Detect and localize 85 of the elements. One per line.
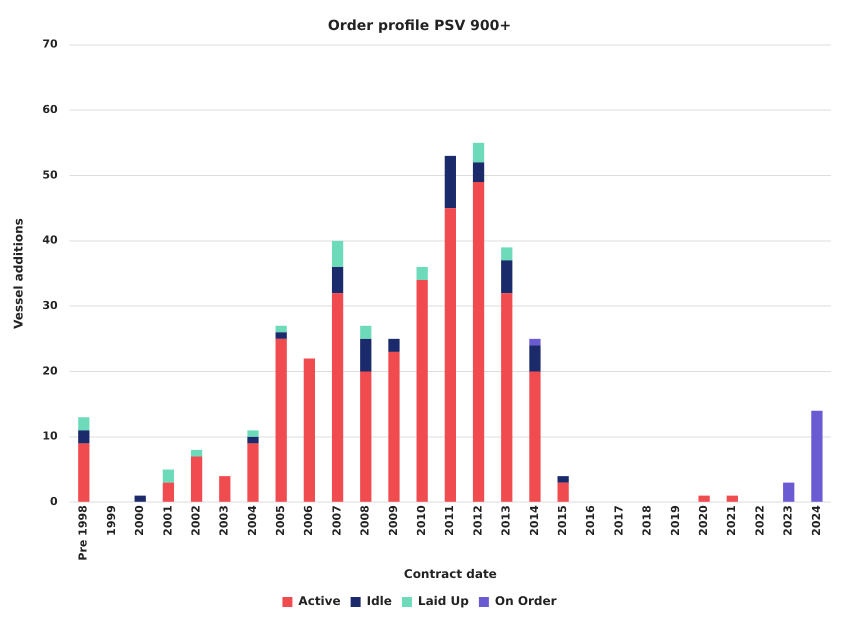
x-tick-label: Pre 1998: [76, 505, 90, 561]
legend-label: Laid Up: [418, 594, 470, 608]
bar: [190, 450, 202, 456]
legend-label: Idle: [366, 594, 392, 608]
bar: [529, 338, 541, 346]
bar: [219, 476, 230, 502]
bar: [162, 482, 174, 502]
bar: [78, 417, 90, 430]
bar: [529, 372, 541, 502]
bar: [472, 142, 484, 162]
legend-label: Active: [298, 594, 341, 608]
bar: [134, 496, 146, 502]
bar: [247, 430, 259, 437]
bar: [472, 162, 484, 182]
y-tick-label: 10: [42, 430, 58, 443]
y-tick-label: 0: [50, 495, 58, 508]
bar: [332, 240, 344, 267]
x-tick-label: 2022: [753, 505, 766, 536]
bar: [360, 326, 372, 339]
bar: [501, 247, 512, 260]
x-tick-label: 2011: [443, 505, 456, 536]
bar: [529, 345, 541, 372]
x-tick-label: 2008: [358, 505, 372, 536]
x-tick-label: 2012: [471, 505, 484, 536]
bar: [162, 470, 174, 483]
x-tick-label: 2021: [725, 505, 738, 536]
x-tick-label: 2020: [696, 504, 710, 536]
bar: [332, 293, 344, 502]
x-tick-label: 2006: [302, 504, 316, 536]
bar: [388, 338, 400, 352]
y-axis-title: Vessel additions: [11, 218, 26, 329]
x-tick-label: 2019: [668, 505, 682, 536]
bar: [247, 443, 259, 502]
bar: [360, 372, 372, 502]
bar: [276, 326, 287, 332]
bar: [698, 496, 710, 502]
bar: [416, 266, 428, 280]
x-tick-label: 2016: [584, 504, 598, 536]
x-tick-label: 2024: [810, 504, 823, 536]
x-tick-label: 2009: [386, 505, 400, 536]
x-tick-label: 2015: [556, 505, 569, 536]
bar: [783, 482, 794, 502]
x-tick-label: 1999: [104, 505, 118, 536]
y-tick-label: 30: [42, 299, 58, 312]
x-axis-title: Contract date: [404, 566, 497, 581]
x-tick-label: 2010: [415, 504, 428, 536]
bar: [558, 482, 569, 502]
x-tick-label: 2003: [218, 505, 231, 536]
bar: [276, 332, 287, 339]
bar: [78, 430, 90, 444]
x-tick-label: 2017: [612, 505, 626, 536]
bar: [444, 156, 456, 208]
y-tick-label: 20: [42, 364, 58, 378]
bar: [304, 358, 316, 502]
y-tick-label: 50: [42, 168, 58, 182]
bar: [276, 338, 287, 502]
x-tick-label: 2014: [528, 504, 541, 536]
bar: [247, 436, 259, 444]
y-tick-label: 40: [42, 234, 58, 247]
bar: [444, 208, 456, 502]
chart-title: Order profile PSV 900+: [328, 18, 512, 34]
x-tick-label: 2004: [246, 504, 259, 536]
x-tick-label: 2018: [640, 505, 654, 536]
y-tick-label: 70: [42, 38, 58, 51]
bar: [416, 280, 428, 502]
bar: [472, 182, 484, 502]
bar: [726, 496, 738, 502]
bar: [388, 352, 400, 502]
bar: [501, 260, 512, 294]
bar: [78, 443, 90, 502]
x-tick-label: 2023: [782, 505, 795, 536]
x-tick-label: 2000: [133, 504, 146, 536]
bar: [332, 266, 344, 294]
bar: [558, 476, 569, 483]
bar: [501, 293, 512, 502]
y-tick-label: 60: [42, 103, 58, 116]
bar: [811, 410, 823, 502]
bar: [360, 338, 372, 372]
x-tick-label: 2007: [330, 505, 344, 536]
legend-label: On Order: [494, 594, 557, 608]
x-tick-label: 2013: [500, 505, 513, 536]
x-tick-label: 2001: [161, 505, 174, 536]
x-tick-label: 2002: [189, 505, 202, 536]
x-tick-label: 2005: [274, 505, 288, 536]
bar: [190, 456, 202, 502]
